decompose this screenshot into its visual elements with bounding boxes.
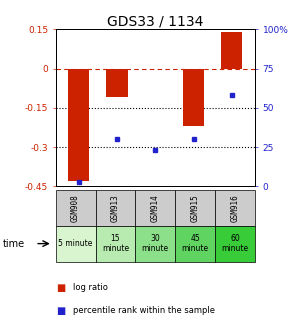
Bar [56, 226, 96, 262]
Bar [135, 226, 175, 262]
Text: percentile rank within the sample: percentile rank within the sample [73, 306, 215, 315]
Bar [222, 32, 243, 69]
Text: GSM916: GSM916 [231, 194, 239, 221]
Bar [183, 69, 204, 126]
Bar [68, 69, 89, 181]
Bar [175, 190, 215, 226]
Text: GSM914: GSM914 [151, 194, 160, 221]
Text: ■: ■ [56, 306, 65, 316]
Text: 45
minute: 45 minute [182, 234, 209, 253]
Text: 15
minute: 15 minute [102, 234, 129, 253]
Text: GSM913: GSM913 [111, 194, 120, 221]
Text: 30
minute: 30 minute [142, 234, 169, 253]
Bar [96, 226, 135, 262]
Bar [135, 190, 175, 226]
Bar [215, 190, 255, 226]
Bar [215, 226, 255, 262]
Text: 5 minute: 5 minute [58, 239, 93, 248]
Bar [56, 190, 96, 226]
Text: GSM915: GSM915 [191, 194, 200, 221]
Bar [175, 226, 215, 262]
Text: 60
minute: 60 minute [222, 234, 248, 253]
Bar [106, 69, 127, 97]
Bar [96, 190, 135, 226]
Text: time: time [3, 239, 25, 249]
Title: GDS33 / 1134: GDS33 / 1134 [107, 14, 203, 28]
Text: GSM908: GSM908 [71, 194, 80, 221]
Text: log ratio: log ratio [73, 283, 108, 292]
Text: ■: ■ [56, 283, 65, 293]
